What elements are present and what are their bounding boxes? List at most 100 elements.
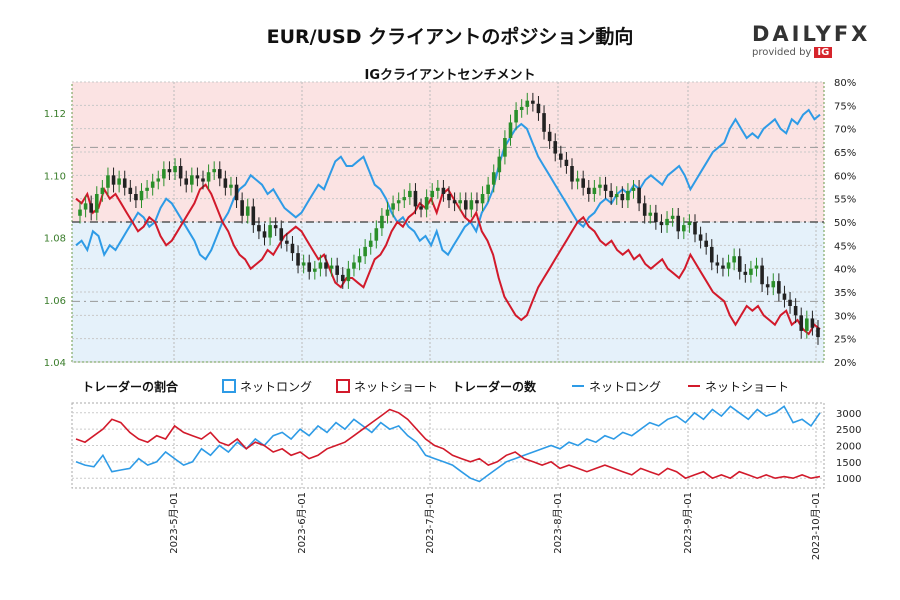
chart-subtitle: IGクライアントセンチメント xyxy=(364,68,536,83)
candle-body xyxy=(413,190,418,207)
candle-body xyxy=(296,253,300,266)
candle-body xyxy=(799,315,804,331)
candle-body xyxy=(805,318,809,331)
brand-name: DAILYFX xyxy=(752,22,871,46)
right-tick-label: 55% xyxy=(834,195,856,206)
candle-body xyxy=(122,178,127,188)
candle-body xyxy=(217,169,222,179)
candle-body xyxy=(715,262,720,266)
candle-body xyxy=(765,284,770,288)
candle-body xyxy=(268,225,272,238)
candle-body xyxy=(497,156,502,173)
candle-body xyxy=(167,169,172,173)
candle-body xyxy=(536,103,541,114)
short-line-icon xyxy=(688,385,700,387)
candle-body xyxy=(357,256,362,263)
legend-count-title: トレーダーの数 xyxy=(452,380,537,394)
candle-body xyxy=(743,271,748,275)
brand-logo: DAILYFX provided by IG xyxy=(752,22,872,58)
candle-body xyxy=(178,166,183,179)
left-tick-label: 1.12 xyxy=(44,109,66,120)
candle-body xyxy=(693,222,697,235)
candle-body xyxy=(447,194,451,201)
x-tick-label: 2023-8月-01 xyxy=(552,492,564,554)
right-tick-label: 60% xyxy=(834,171,856,182)
candle-body xyxy=(726,262,731,269)
candle-body xyxy=(463,200,468,210)
candle-body xyxy=(788,299,792,306)
candle-body xyxy=(525,100,530,107)
candle-body xyxy=(408,190,412,198)
net-short-pct-line xyxy=(75,183,821,336)
candle-body xyxy=(240,200,244,216)
candle-body xyxy=(586,187,591,194)
candle-body xyxy=(553,141,558,154)
right-tick-label: 75% xyxy=(834,101,856,112)
candle-body xyxy=(201,178,205,182)
candle-body xyxy=(531,100,535,104)
candle-body xyxy=(603,184,608,191)
right-tick-label: 40% xyxy=(834,265,856,276)
right-tick-label: 25% xyxy=(834,335,856,346)
candle-body xyxy=(810,318,815,328)
candle-body xyxy=(352,262,356,269)
candle-body xyxy=(626,190,630,201)
candle-body xyxy=(687,222,692,226)
candle-body xyxy=(581,178,585,188)
candle-body xyxy=(793,306,798,316)
candle-body xyxy=(273,225,278,229)
legend-count-long: ネットロング xyxy=(572,378,661,395)
right-tick-label: 45% xyxy=(834,241,856,252)
candle-body xyxy=(614,194,619,198)
candle-body xyxy=(162,169,166,179)
candle-body xyxy=(542,113,546,132)
candle-body xyxy=(642,203,647,216)
long-square-icon xyxy=(222,379,236,393)
candle-body xyxy=(609,190,613,198)
x-tick-label: 2023-10月-01 xyxy=(810,492,822,560)
long-line-icon xyxy=(572,385,584,387)
candle-body xyxy=(709,246,714,263)
count-tick-label: 1500 xyxy=(836,458,861,469)
candle-body xyxy=(564,159,569,166)
legend-ratio-long: ネットロング xyxy=(222,378,312,395)
count-tick-label: 3000 xyxy=(836,409,861,420)
right-tick-label: 50% xyxy=(834,218,856,229)
candle-body xyxy=(665,218,669,226)
count-tick-label: 2000 xyxy=(836,442,861,453)
candle-body xyxy=(648,212,653,216)
candle-body xyxy=(480,194,485,204)
candle-body xyxy=(251,206,256,226)
candle-body xyxy=(279,228,284,241)
candle-body xyxy=(324,262,328,269)
candle-body xyxy=(749,268,753,275)
candle-body xyxy=(575,178,580,182)
candle-body xyxy=(771,281,776,288)
candle-body xyxy=(598,184,602,188)
candle-body xyxy=(654,212,658,222)
right-tick-label: 20% xyxy=(834,358,856,369)
legend-count-short: ネットショート xyxy=(688,378,789,395)
x-tick-label: 2023-9月-01 xyxy=(682,492,694,554)
candle-body xyxy=(419,206,423,210)
candle-body xyxy=(94,194,99,213)
brand-provided-by: provided by xyxy=(752,47,812,58)
candle-body xyxy=(436,187,440,191)
candle-body xyxy=(173,166,177,173)
candle-body xyxy=(245,206,250,216)
candle-body xyxy=(503,138,507,157)
candle-body xyxy=(100,187,105,194)
candle-body xyxy=(111,175,116,185)
candle-body xyxy=(816,327,820,338)
candle-body xyxy=(385,209,390,216)
candle-body xyxy=(156,178,161,182)
ig-logo: IG xyxy=(814,47,833,58)
right-tick-label: 30% xyxy=(834,311,856,322)
count-series-line xyxy=(75,405,821,483)
candle-body xyxy=(514,110,518,123)
candle-body xyxy=(737,256,742,272)
candle-body xyxy=(106,175,110,188)
candle-body xyxy=(145,187,149,191)
candle-body xyxy=(491,172,496,185)
